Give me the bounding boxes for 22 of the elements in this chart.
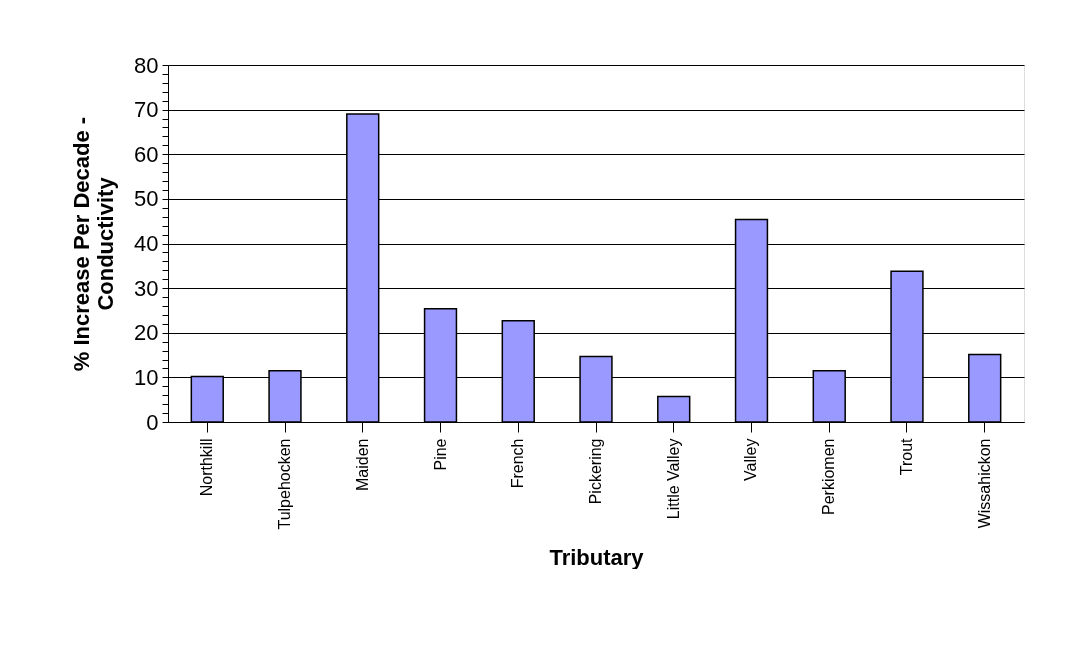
- x-tick-label: Pickering: [587, 438, 604, 505]
- y-tick-label: 40: [134, 231, 159, 256]
- x-tick-label: Pine: [431, 438, 449, 471]
- x-tick-label: Little Valley: [664, 438, 682, 520]
- y-axis-title: % Increase Per Decade - Conductivity: [69, 116, 119, 372]
- x-tick-label: Perkiomen: [820, 438, 838, 515]
- x-tick-label: Northkill: [198, 438, 216, 497]
- x-tick-label: French: [509, 438, 527, 489]
- x-tick-label: Wissahickon: [975, 438, 993, 529]
- x-tick-label: Trout: [897, 437, 915, 476]
- y-tick-label: 80: [134, 52, 159, 78]
- y-tick-label: 70: [134, 97, 159, 123]
- y-tick-label: 10: [134, 364, 159, 390]
- y-tick-label: 30: [134, 275, 159, 301]
- y-tick-label: 0: [146, 409, 159, 435]
- y-tick-label: 60: [134, 141, 159, 167]
- y-tick-label: 20: [134, 320, 159, 346]
- x-tick-label: Maiden: [353, 438, 371, 491]
- x-tick-label: Valley: [742, 438, 760, 481]
- y-tick-label: 50: [134, 186, 159, 212]
- x-axis-title: Tributary: [549, 544, 645, 570]
- x-tick-label: Tulpehocken: [276, 438, 294, 530]
